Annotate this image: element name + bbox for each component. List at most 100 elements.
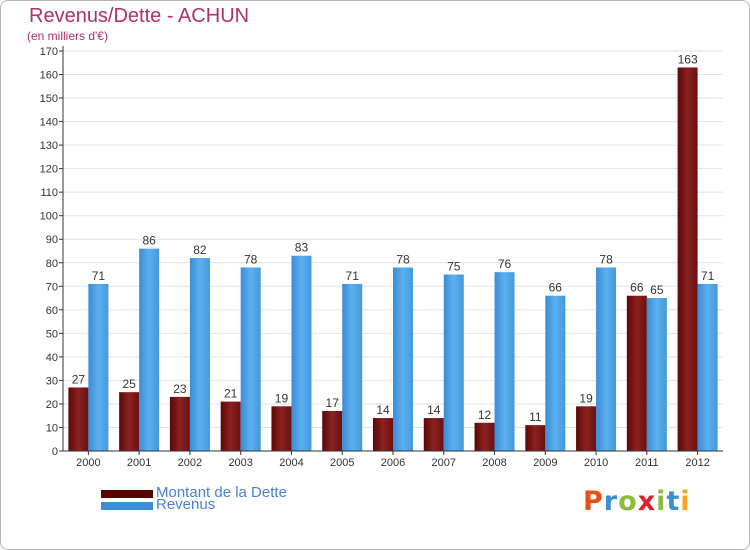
y-tick-label: 90 bbox=[46, 234, 58, 246]
x-tick-label: 2007 bbox=[432, 457, 456, 469]
bar-dette bbox=[576, 406, 597, 451]
bar-dette bbox=[169, 396, 190, 451]
value-label: 71 bbox=[92, 269, 106, 283]
bar-revenus bbox=[443, 274, 464, 451]
bar-revenus bbox=[342, 283, 363, 451]
value-label: 19 bbox=[579, 391, 593, 405]
value-label: 78 bbox=[244, 252, 258, 266]
logo-letter: i bbox=[680, 486, 691, 517]
y-tick-label: 130 bbox=[40, 140, 58, 152]
proxiti-logo: Proxiti bbox=[583, 486, 691, 517]
legend-swatch-debt bbox=[101, 490, 153, 498]
value-label: 76 bbox=[498, 257, 512, 271]
value-label: 66 bbox=[549, 281, 563, 295]
legend-swatch-revenue bbox=[101, 502, 153, 510]
value-label: 23 bbox=[173, 382, 187, 396]
y-tick-label: 160 bbox=[40, 70, 58, 82]
bars bbox=[68, 67, 718, 452]
logo-letter: x bbox=[637, 486, 657, 517]
bar-dette bbox=[271, 406, 292, 451]
y-tick-label: 170 bbox=[40, 46, 58, 58]
bar-revenus bbox=[646, 298, 667, 451]
y-tick-label: 120 bbox=[40, 164, 58, 176]
x-tick-label: 2004 bbox=[279, 457, 303, 469]
value-label: 65 bbox=[650, 283, 664, 297]
value-label: 27 bbox=[72, 372, 86, 386]
logo-letter: P bbox=[583, 486, 604, 517]
chart-title: Revenus/Dette - ACHUN bbox=[29, 5, 250, 27]
bar-revenus bbox=[240, 267, 261, 451]
value-label: 12 bbox=[478, 408, 492, 422]
y-tick-label: 150 bbox=[40, 93, 58, 105]
bar-revenus bbox=[494, 272, 515, 451]
value-label: 66 bbox=[630, 281, 644, 295]
logo-letter: i bbox=[656, 486, 667, 517]
logo-letter: o bbox=[618, 486, 638, 517]
bar-dette bbox=[119, 392, 140, 451]
x-tick-label: 2008 bbox=[482, 457, 506, 469]
x-tick-label: 2011 bbox=[635, 457, 659, 469]
value-label: 86 bbox=[142, 234, 156, 248]
x-tick-label: 2005 bbox=[330, 457, 354, 469]
x-tick-label: 2001 bbox=[127, 457, 151, 469]
x-tick-label: 2009 bbox=[533, 457, 557, 469]
value-label: 14 bbox=[427, 403, 441, 417]
y-tick-label: 80 bbox=[46, 258, 58, 270]
x-tick-label: 2002 bbox=[178, 457, 202, 469]
y-tick-label: 10 bbox=[46, 422, 58, 434]
value-label: 71 bbox=[701, 269, 715, 283]
value-label: 21 bbox=[224, 387, 238, 401]
bar-dette bbox=[525, 425, 546, 451]
bar-dette bbox=[677, 67, 698, 452]
y-tick-label: 30 bbox=[46, 375, 58, 387]
y-tick-label: 140 bbox=[40, 117, 58, 129]
x-tick-label: 2010 bbox=[584, 457, 608, 469]
value-label: 11 bbox=[529, 410, 542, 424]
y-tick-label: 70 bbox=[46, 281, 58, 293]
x-tick-label: 2003 bbox=[228, 457, 252, 469]
y-tick-label: 60 bbox=[46, 305, 58, 317]
legend-label-debt: Montant de la Dette bbox=[156, 484, 287, 501]
bar-dette bbox=[68, 387, 89, 451]
chart-subtitle: (en milliers d'€) bbox=[27, 29, 108, 43]
bar-dette bbox=[220, 401, 241, 451]
bar-revenus bbox=[545, 295, 566, 451]
value-label: 25 bbox=[122, 377, 136, 391]
y-tick-label: 20 bbox=[46, 399, 58, 411]
y-tick-label: 50 bbox=[46, 328, 58, 340]
value-label: 75 bbox=[447, 260, 461, 274]
value-label: 17 bbox=[326, 396, 340, 410]
x-tick-label: 2006 bbox=[381, 457, 405, 469]
value-label: 78 bbox=[396, 252, 410, 266]
bar-revenus bbox=[88, 283, 109, 451]
value-label: 19 bbox=[275, 391, 289, 405]
x-axis-ticks: 2000 2001 2002 2003 2004 2005 2006 2007 2008 2009… bbox=[76, 451, 710, 469]
x-tick-label: 2000 bbox=[76, 457, 100, 469]
y-tick-label: 40 bbox=[46, 352, 58, 364]
value-label: 78 bbox=[599, 252, 613, 266]
bar-revenus bbox=[139, 248, 160, 451]
logo-letter: t bbox=[666, 486, 681, 517]
value-label: 163 bbox=[678, 52, 698, 66]
x-tick-label: 2012 bbox=[685, 457, 709, 469]
bar-dette bbox=[626, 295, 647, 451]
bar-revenus bbox=[596, 267, 617, 451]
value-labels: 27 71 25 86 23 82 21 78 19 83 17 71 14 78 14 75 12 76 11 66… bbox=[72, 52, 715, 424]
logo-letter: r bbox=[603, 486, 619, 517]
bar-revenus bbox=[697, 283, 718, 451]
y-axis-ticks: 0 10 20 30 40 50 60 70 80 90 100 110 120 130 140 150 160… bbox=[40, 46, 63, 458]
y-tick-label: 110 bbox=[40, 187, 58, 199]
value-label: 83 bbox=[295, 241, 309, 255]
legend-label-revenue: Revenus bbox=[156, 496, 216, 513]
bar-revenus bbox=[393, 267, 413, 451]
y-tick-label: 100 bbox=[40, 211, 58, 223]
bar-revenus bbox=[189, 258, 210, 451]
bar-dette bbox=[373, 418, 393, 451]
value-label: 71 bbox=[346, 269, 360, 283]
bar-dette bbox=[474, 422, 495, 451]
value-label: 14 bbox=[376, 403, 390, 417]
bar-dette bbox=[322, 411, 343, 451]
y-tick-label: 0 bbox=[52, 446, 58, 458]
